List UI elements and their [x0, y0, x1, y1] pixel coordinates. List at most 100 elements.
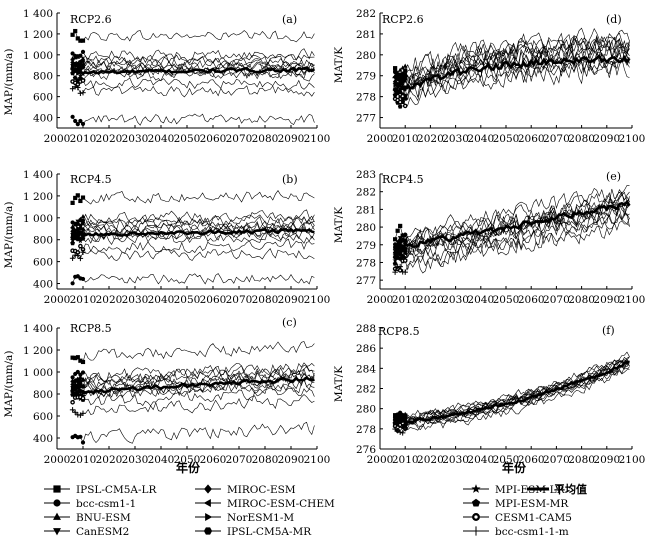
model-series-line	[72, 214, 315, 230]
model-series-marker	[70, 355, 75, 360]
model-series-line	[394, 356, 630, 421]
model-series-line	[72, 216, 315, 231]
model-series-marker	[397, 67, 403, 72]
legend-label: IPSL-CM5A-LR	[76, 484, 157, 496]
model-series-marker	[72, 377, 78, 384]
model-series-line	[72, 368, 315, 391]
model-series-marker	[393, 69, 398, 74]
model-series-marker	[75, 54, 81, 59]
ytick-label: 1 400	[23, 323, 53, 335]
panel-f: MAT/K RCP8.5 (f) 276 278 280 282 284 286…	[333, 323, 645, 466]
model-series-marker	[402, 258, 408, 263]
model-series-marker	[80, 221, 85, 226]
legend-item: IPSL-CM5A-MR	[195, 526, 312, 538]
model-series-marker	[72, 409, 78, 416]
xtick-label: 2100	[304, 294, 331, 306]
model-series-line	[72, 59, 315, 71]
model-series-marker	[75, 122, 80, 127]
legend-marker-star-icon	[463, 484, 489, 493]
model-series-marker	[400, 253, 406, 259]
model-series-marker	[69, 237, 76, 243]
ensemble-mean-line	[71, 376, 315, 395]
legend-marker-triangle-left-icon	[195, 499, 221, 507]
scenario-label: RCP2.6	[382, 13, 424, 26]
xtick-label: 2030	[122, 294, 149, 306]
model-series-marker	[397, 82, 403, 88]
x-axis-title-right: 年份	[502, 460, 527, 475]
legend-marker-diamond-icon	[195, 484, 221, 494]
model-series-line	[72, 379, 315, 401]
xtick-label: 2060	[200, 454, 227, 466]
ytick-labels: 277 278 279 280 281 282 283	[356, 169, 376, 287]
model-series-marker	[400, 424, 406, 431]
xtick-label: 2060	[518, 133, 545, 145]
plot-area	[379, 327, 633, 450]
model-series-marker	[69, 255, 76, 261]
legend-item: BNU-ESM	[44, 512, 131, 524]
xtick-label: 2060	[518, 294, 545, 306]
model-series-marker	[72, 65, 78, 71]
model-series-marker	[392, 269, 398, 275]
xtick-label: 2020	[96, 294, 123, 306]
model-series-marker	[78, 434, 83, 439]
panel-label: (e)	[606, 170, 621, 183]
scenario-label: RCP2.6	[70, 13, 112, 26]
model-series-marker	[397, 251, 403, 257]
model-series-marker	[78, 61, 83, 67]
model-series-marker	[70, 240, 75, 246]
model-series-marker	[80, 89, 86, 96]
model-series-marker	[398, 223, 403, 229]
legend-item: MIROC-ESM	[195, 484, 296, 496]
ytick-label: 400	[33, 433, 53, 445]
xtick-label: 2090	[593, 294, 620, 306]
xtick-label: 2050	[493, 133, 520, 145]
ytick-label: 1 200	[23, 345, 53, 357]
xtick-label: 2080	[568, 133, 595, 145]
model-series-line	[394, 59, 630, 107]
legend-label: IPSL-CM5A-MR	[227, 526, 312, 538]
ylabel: MAT/K	[333, 366, 345, 402]
xtick-label: 2050	[493, 294, 520, 306]
model-series-marker	[72, 84, 78, 90]
model-series-line	[72, 54, 315, 67]
xtick-label: 2100	[304, 454, 331, 466]
xtick-label: 2090	[278, 454, 305, 466]
model-series-line	[72, 362, 315, 386]
model-series-marker	[78, 374, 83, 380]
model-series-marker	[75, 84, 81, 91]
legend-item: IPSL-CM5A-LR	[44, 484, 157, 496]
model-series-marker	[393, 83, 398, 88]
ensemble-mean-line	[395, 199, 631, 250]
model-series-marker	[403, 232, 408, 237]
ytick-label: 279	[356, 71, 376, 83]
legend-marker-pentagon-icon	[463, 498, 489, 507]
model-series-marker	[77, 90, 84, 97]
xtick-label: 2030	[122, 454, 149, 466]
model-series-marker	[80, 195, 86, 200]
xtick-label: 2100	[619, 454, 646, 466]
ytick-label: 288	[356, 323, 376, 335]
legend-item: NorESM1-M	[195, 512, 294, 524]
ensemble-mean-line	[71, 227, 315, 237]
xtick-label: 2040	[467, 133, 494, 145]
model-series-marker	[394, 83, 401, 89]
legend-marker-hexagon-icon	[195, 527, 221, 535]
xtick-label: 2060	[200, 133, 227, 145]
model-series-marker	[393, 237, 398, 242]
model-series-marker	[80, 49, 86, 55]
ytick-label: 280	[356, 404, 376, 416]
xtick-labels: 2000 2010 2020 2030 2040 2050 2060 2070 …	[44, 294, 331, 306]
xtick-label: 2060	[518, 454, 545, 466]
ytick-labels: 276 278 280 282 284 286 288	[356, 323, 376, 456]
model-series-marker	[402, 269, 408, 275]
xtick-label: 2020	[417, 133, 444, 145]
xtick-label: 2000	[367, 454, 394, 466]
ytick-label: 286	[356, 343, 376, 355]
xtick-label: 2010	[392, 133, 419, 145]
model-series-marker	[70, 200, 75, 205]
legend-item: CESM1-CAM5	[463, 512, 572, 524]
legend-item: CanESM2	[44, 526, 129, 538]
panel-label: (d)	[606, 13, 622, 26]
model-series-line	[394, 362, 630, 426]
model-series-line	[72, 190, 315, 205]
